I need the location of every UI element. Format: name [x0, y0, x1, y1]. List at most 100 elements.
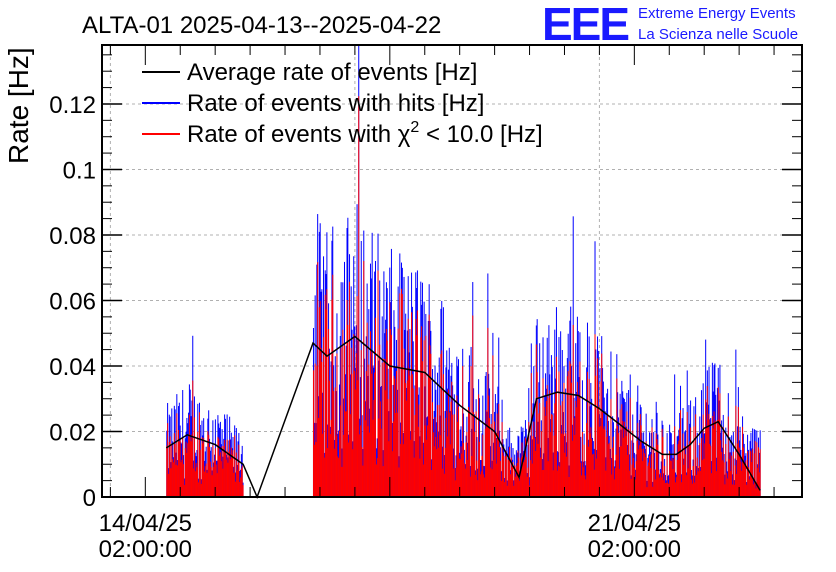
chi2-bar: [342, 329, 344, 497]
chi2-bar: [742, 447, 744, 497]
chi2-bar: [541, 469, 543, 497]
chi2-bar: [635, 461, 637, 497]
chi2-bar: [726, 478, 728, 497]
chi2-bar: [336, 353, 338, 497]
chi2-bar: [582, 467, 584, 497]
chi2-bar: [504, 456, 506, 497]
chi2-bar: [185, 441, 187, 497]
chi2-bar: [745, 460, 747, 497]
chi2-bar: [692, 466, 694, 497]
y-axis-label: Rate [Hz]: [3, 47, 34, 164]
chi2-bar: [747, 467, 749, 497]
chi2-bar: [211, 475, 213, 497]
chi2-bar: [521, 442, 523, 497]
chi2-bar: [759, 449, 761, 497]
chi2-bar: [620, 446, 622, 497]
x-tick-label-0: 14/04/25: [99, 510, 192, 537]
chi2-bar: [546, 385, 548, 497]
chi2-bar: [379, 344, 381, 497]
chi2-series: [166, 96, 761, 497]
chi2-bar: [573, 417, 575, 497]
chi2-bar: [194, 471, 196, 497]
chi2-bar: [349, 414, 351, 497]
chi2-bar: [450, 401, 452, 497]
chi2-bar: [373, 399, 375, 497]
chi2-bar: [188, 436, 190, 497]
x-tick-sublabel-1: 02:00:00: [588, 536, 681, 563]
chi2-bar: [616, 378, 618, 497]
chi2-bar: [416, 335, 418, 497]
chi2-bar: [225, 459, 227, 497]
chi2-bar: [177, 465, 179, 497]
brand-line-2: La Scienza nelle Scuole: [638, 26, 798, 43]
chi2-bar: [457, 421, 459, 497]
chi2-bar: [312, 370, 314, 497]
chi2-bar: [346, 299, 348, 497]
chi2-bar: [562, 434, 564, 497]
chi2-bar: [341, 466, 343, 497]
chi2-bar: [578, 398, 580, 497]
chi2-bar: [208, 434, 210, 497]
chi2-bar: [494, 421, 496, 497]
chi2-bar: [741, 470, 743, 497]
chi2-bar: [756, 442, 758, 497]
chi2-bar: [206, 472, 208, 497]
chi2-bar: [496, 413, 498, 497]
chi2-bar: [387, 398, 389, 497]
chi2-bar: [452, 468, 454, 497]
chi2-bar: [196, 467, 198, 497]
chi2-bar: [240, 477, 242, 497]
chi2-bar: [431, 470, 433, 497]
chi2-bar: [610, 398, 612, 497]
chi2-bar: [343, 434, 345, 497]
chi2-bar: [405, 383, 407, 497]
chi2-bar: [532, 436, 534, 497]
chi2-bar: [200, 483, 202, 497]
chi2-bar: [609, 459, 611, 497]
chi2-bar: [216, 473, 218, 497]
chi2-bar: [486, 426, 488, 497]
chi2-bar: [624, 427, 626, 497]
chi2-bar: [449, 444, 451, 497]
chi2-bar: [334, 387, 336, 497]
chi2-bar: [703, 458, 705, 497]
chi2-bar: [358, 96, 360, 497]
chi2-bar: [338, 457, 340, 497]
chi2-bar: [631, 464, 633, 497]
chi2-bar: [548, 397, 550, 497]
chi2-bar: [606, 436, 608, 497]
chi2-bar: [420, 337, 422, 497]
chi2-bar: [636, 441, 638, 497]
chi2-bar: [627, 454, 629, 497]
chi2-bar: [674, 482, 676, 497]
chi2-bar: [661, 428, 663, 497]
chi2-bar: [625, 436, 627, 497]
chi2-bar: [337, 456, 339, 497]
chi2-bar: [637, 422, 639, 497]
chi2-bar: [711, 416, 713, 497]
chi2-bar: [183, 464, 185, 497]
chi2-bar: [667, 482, 669, 497]
chi2-bar: [388, 441, 390, 497]
chi2-bar: [484, 428, 486, 497]
chi2-bar: [629, 397, 631, 497]
chi2-bar: [585, 479, 587, 497]
chi2-bar: [421, 361, 423, 497]
chi2-bar: [397, 328, 399, 497]
chi2-bar: [451, 381, 453, 497]
chi2-bar: [670, 461, 672, 497]
chi2-bar: [580, 462, 582, 497]
chi2-bar: [508, 459, 510, 497]
chi2-bar: [235, 452, 237, 497]
chi2-bar: [480, 471, 482, 497]
chi2-bar: [739, 456, 741, 497]
chi2-bar: [487, 327, 489, 497]
chi2-bar: [477, 480, 479, 497]
chi2-bar: [543, 469, 545, 497]
chi2-bar: [328, 380, 330, 497]
chi2-bar: [700, 438, 702, 497]
chi2-bar: [701, 460, 703, 497]
chi2-bar: [642, 461, 644, 497]
chi2-bar: [382, 466, 384, 497]
chi2-bar: [353, 334, 355, 497]
